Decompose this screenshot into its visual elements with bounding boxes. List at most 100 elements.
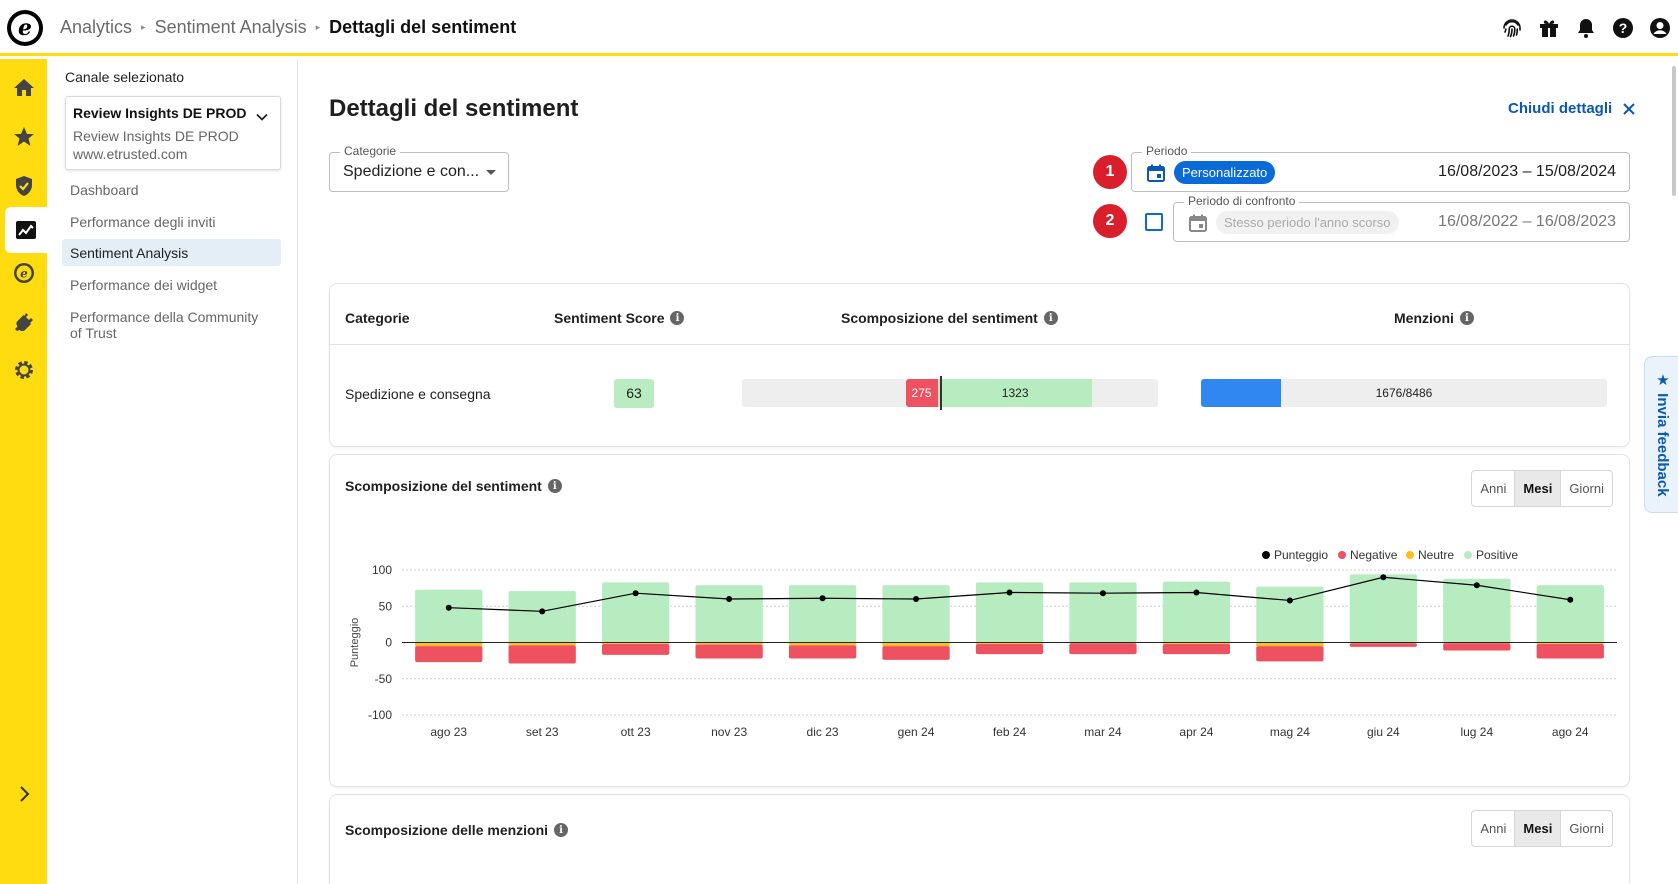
- channel-label: Canale selezionato: [65, 69, 185, 85]
- bar-negative: [508, 645, 576, 664]
- period-legend: Periodo: [1142, 144, 1192, 158]
- bar-negative: [975, 643, 1044, 655]
- score-point: [819, 595, 826, 602]
- score-point: [445, 604, 452, 611]
- analytics-icon: [16, 221, 36, 239]
- toggle-years[interactable]: Anni: [1480, 481, 1507, 496]
- score-point: [1286, 597, 1293, 604]
- bar-positive: [1162, 581, 1231, 643]
- granularity-toggle: Anni Mesi Giorni: [1471, 470, 1613, 507]
- info-icon[interactable]: i: [1043, 311, 1058, 325]
- bar-neutral: [975, 642, 1044, 644]
- feedback-tab[interactable]: ★ Invia feedback: [1644, 356, 1678, 513]
- header-breakdown: Scomposizione del sentiment i: [841, 310, 1058, 326]
- legend-label: Punteggio: [1274, 548, 1328, 562]
- neutral-segment: [937, 379, 939, 407]
- feedback-label: ★ Invia feedback: [1654, 371, 1671, 497]
- toggle-days[interactable]: Giorni: [1560, 811, 1612, 846]
- bell-icon[interactable]: [1574, 16, 1598, 40]
- compare-chip: Stesso periodo l'anno scorso: [1216, 211, 1399, 234]
- bar-negative: [1069, 643, 1137, 655]
- category-select[interactable]: Categorie Spedizione e con...: [329, 144, 509, 192]
- secondary-nav: Canale selezionato Review Insights DE PR…: [47, 59, 298, 884]
- mentions-fill: [1201, 379, 1282, 407]
- rail-reviews[interactable]: [0, 114, 47, 160]
- breadcrumb: Analytics ▸ Sentiment Analysis ▸ Dettagl…: [60, 17, 516, 38]
- legend-marker: [1262, 551, 1270, 559]
- rail-settings[interactable]: [0, 347, 47, 393]
- etrusted-logo[interactable]: e: [7, 10, 43, 46]
- info-icon[interactable]: i: [547, 479, 562, 493]
- nav-item-invite-performance[interactable]: Performance degli inviti: [70, 214, 216, 230]
- bar-negative: [882, 646, 950, 660]
- y-tick-label: 50: [379, 599, 393, 613]
- calendar-icon: [1189, 214, 1207, 232]
- score-point: [632, 590, 639, 597]
- legend-label: Negative: [1350, 548, 1398, 562]
- legend-label: Neutre: [1418, 548, 1454, 562]
- rail-integrations[interactable]: [0, 299, 47, 345]
- y-tick-label: -100: [368, 708, 392, 722]
- center-marker: [939, 376, 942, 410]
- rail-etrusted[interactable]: e: [0, 250, 47, 296]
- bar-negative: [415, 646, 483, 663]
- header-mentions: Menzioni i: [1394, 310, 1474, 326]
- close-details-button[interactable]: Chiudi dettagli: [1508, 100, 1636, 117]
- help-icon[interactable]: ?: [1611, 16, 1635, 40]
- bar-neutral: [882, 642, 950, 647]
- bar-neutral: [602, 642, 670, 644]
- gift-icon[interactable]: [1537, 16, 1561, 40]
- nav-item-dashboard[interactable]: Dashboard: [70, 182, 139, 198]
- x-tick-label: ago 24: [1552, 725, 1589, 739]
- rail-expand[interactable]: [0, 771, 47, 817]
- legend-marker: [1464, 551, 1472, 559]
- header-score: Sentiment Score i: [554, 310, 685, 326]
- nav-item-community-of-trust[interactable]: Performance della Community of Trust: [70, 309, 259, 341]
- breadcrumb-analytics[interactable]: Analytics: [60, 17, 133, 37]
- x-tick-label: gen 24: [898, 725, 935, 739]
- channel-title: Review Insights DE PROD: [73, 105, 247, 121]
- toggle-days[interactable]: Giorni: [1560, 471, 1612, 506]
- bar-positive: [1256, 586, 1324, 643]
- account-icon[interactable]: [1648, 16, 1672, 40]
- legend-marker: [1406, 551, 1414, 559]
- bar-positive: [1069, 582, 1137, 643]
- rail-trust[interactable]: [0, 163, 47, 209]
- bar-positive: [788, 585, 857, 643]
- scrollbar[interactable]: [1672, 66, 1676, 196]
- home-icon: [13, 79, 34, 96]
- score-point: [1473, 582, 1480, 589]
- bar-negative: [1443, 643, 1511, 651]
- fingerprint-icon[interactable]: [1500, 16, 1524, 40]
- info-icon[interactable]: i: [670, 311, 685, 325]
- sentiment-breakdown-bar: 275 1323: [742, 376, 1158, 410]
- compare-checkbox[interactable]: [1145, 213, 1163, 231]
- bar-positive: [508, 591, 576, 643]
- breadcrumb-sentiment-analysis[interactable]: Sentiment Analysis: [154, 17, 307, 37]
- info-icon[interactable]: i: [1459, 311, 1474, 325]
- mentions-bar: 1676/8486: [1201, 379, 1607, 407]
- negative-segment: 275: [905, 379, 938, 407]
- rail-home[interactable]: [0, 65, 47, 111]
- period-select[interactable]: Periodo Personalizzato 16/08/2023 – 15/0…: [1131, 144, 1630, 192]
- nav-item-widget-performance[interactable]: Performance dei widget: [70, 277, 218, 293]
- compare-period-select[interactable]: Periodo di confronto Stesso periodo l'an…: [1173, 194, 1630, 242]
- x-tick-label: lug 24: [1460, 725, 1493, 739]
- score-point: [1567, 596, 1574, 603]
- bar-negative: [1349, 643, 1417, 647]
- x-tick-label: mar 24: [1084, 725, 1122, 739]
- bar-neutral: [415, 642, 483, 647]
- rail-analytics[interactable]: [5, 207, 47, 253]
- toggle-months[interactable]: Mesi: [1514, 471, 1561, 506]
- channel-selector[interactable]: Review Insights DE PROD Review Insights …: [65, 96, 281, 170]
- caret-down-icon: [486, 170, 496, 175]
- nav-item-sentiment-analysis[interactable]: Sentiment Analysis: [62, 239, 281, 266]
- toggle-months[interactable]: Mesi: [1514, 811, 1561, 846]
- info-icon[interactable]: i: [554, 823, 569, 837]
- bar-negative: [695, 644, 763, 659]
- compare-dates: 16/08/2022 – 16/08/2023: [1438, 213, 1616, 230]
- breadcrumb-separator-icon: ▸: [141, 22, 146, 32]
- bar-neutral: [508, 642, 576, 646]
- toggle-years[interactable]: Anni: [1480, 821, 1507, 836]
- summary-table: Categorie Sentiment Score i Scomposizione…: [329, 283, 1630, 447]
